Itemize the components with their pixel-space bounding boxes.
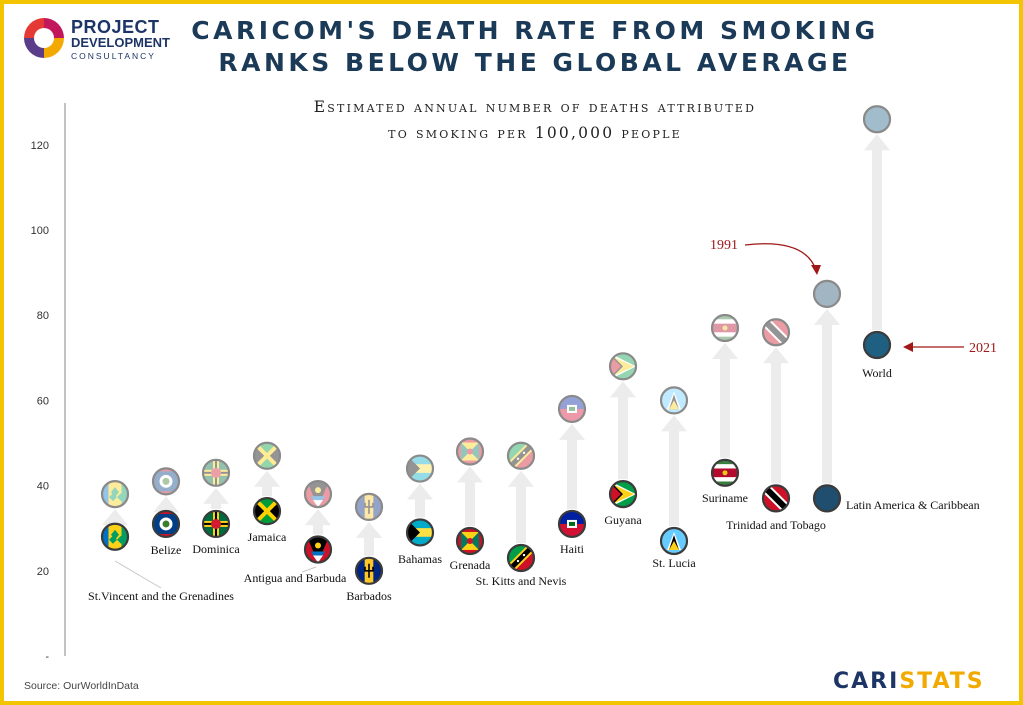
dominica-flag-2021-marker — [201, 509, 231, 539]
chart-subtitle-line2: to smoking per 100,000 people — [388, 124, 682, 142]
change-arrow — [102, 509, 128, 526]
project-development-logo: PROJECT DEVELOPMENT CONSULTANCY — [22, 16, 172, 66]
st-vincent-flag-2021-marker — [100, 522, 130, 551]
country-label: Dominica — [192, 542, 240, 556]
guyana-flag-2021-marker — [608, 480, 638, 509]
antigua-flag-2021-marker — [303, 535, 333, 564]
belize-flag-1991-marker — [151, 467, 181, 496]
bahamas-flag-1991-marker — [405, 454, 435, 483]
antigua-flag-1991-marker — [303, 480, 333, 509]
logo-ring-icon — [24, 18, 64, 58]
y-tick-label: 80 — [37, 310, 49, 322]
latam-dot-2021-marker — [812, 484, 842, 513]
country-label: Barbados — [346, 589, 392, 603]
world-dot-2021-marker — [862, 330, 892, 360]
country-label: Antigua and Barbuda — [244, 571, 347, 585]
y-tick-label: 120 — [31, 140, 49, 152]
logo-text-consultancy: CONSULTANCY — [71, 51, 156, 61]
change-arrow — [864, 134, 890, 331]
country-label: Trinidad and Tobago — [726, 518, 826, 532]
st-kitts-flag-2021-marker — [506, 543, 536, 573]
y-tick-label: 100 — [31, 225, 49, 237]
st-vincent-flag-1991-marker — [100, 480, 130, 509]
chart-title-line2: RANKS BELOW THE GLOBAL AVERAGE — [218, 48, 852, 77]
country-label: Grenada — [450, 558, 491, 572]
barbados-flag-1991-marker — [354, 492, 384, 521]
y-tick-label: 60 — [37, 395, 49, 407]
haiti-flag-1991-marker — [557, 394, 587, 424]
grenada-flag-1991-marker — [455, 437, 485, 466]
brand-part-cari: CARI — [833, 669, 900, 694]
change-arrow — [763, 347, 789, 484]
label-leader-line — [301, 566, 317, 573]
change-arrow — [814, 308, 840, 484]
jamaica-flag-1991-marker — [252, 441, 282, 470]
jamaica-flag-2021-marker — [252, 497, 282, 526]
country-label: St. Kitts and Nevis — [476, 574, 567, 588]
source-note: Source: OurWorldInData — [24, 680, 139, 692]
country-label: Suriname — [702, 491, 748, 505]
grenada-flag-2021-marker — [455, 526, 485, 556]
latam-dot-1991-marker — [812, 279, 842, 308]
trinidad-flag-2021-marker — [761, 484, 791, 513]
brand-part-stats: STATS — [899, 669, 985, 694]
change-arrow — [203, 487, 229, 509]
change-arrow — [407, 483, 433, 518]
chart-title-line1: CARICOM'S DEATH RATE FROM SMOKING — [191, 16, 879, 45]
annotation-1991-label: 1991 — [710, 238, 738, 253]
logo-text-development: DEVELOPMENT — [71, 35, 170, 50]
country-label: World — [862, 366, 892, 380]
change-arrow — [559, 423, 585, 509]
haiti-flag-2021-marker — [557, 509, 587, 539]
y-tick-label: 20 — [37, 566, 49, 578]
country-label: Guyana — [604, 513, 642, 527]
change-arrow — [305, 509, 331, 535]
label-leader-line — [114, 560, 162, 589]
y-tick-label: - — [45, 651, 49, 663]
st-lucia-flag-1991-marker — [659, 386, 689, 415]
country-label: Jamaica — [248, 530, 287, 544]
bahamas-flag-2021-marker — [405, 518, 435, 547]
change-arrow — [356, 521, 382, 556]
annotation-1991-arrowhead — [811, 265, 821, 275]
change-arrow — [457, 466, 483, 526]
logo-text-project: PROJECT — [71, 17, 160, 37]
change-arrow — [153, 496, 179, 513]
change-arrow — [610, 381, 636, 480]
annotation-2021-arrowhead — [903, 342, 913, 352]
country-label: Bahamas — [398, 552, 442, 566]
country-label: Haiti — [560, 542, 585, 556]
country-label: Latin America & Caribbean — [846, 498, 980, 512]
country-label: St. Lucia — [652, 556, 696, 570]
st-lucia-flag-2021-marker — [659, 526, 689, 556]
country-label: Belize — [151, 543, 182, 557]
world-dot-1991-marker — [862, 105, 892, 134]
guyana-flag-1991-marker — [608, 352, 638, 381]
chart-subtitle-line1: Estimated annual number of deaths attrib… — [313, 98, 757, 116]
caristats-brand: CARISTATS — [833, 669, 985, 694]
y-tick-label: 40 — [37, 481, 49, 493]
change-arrow — [508, 470, 534, 544]
country-label: St.Vincent and the Grenadines — [88, 589, 234, 603]
annotation-2021-label: 2021 — [969, 341, 997, 356]
suriname-flag-1991-marker — [710, 313, 740, 343]
change-arrow — [661, 415, 687, 526]
st-kitts-flag-1991-marker — [506, 441, 536, 470]
change-arrow — [254, 470, 280, 497]
dominica-flag-1991-marker — [201, 458, 231, 487]
belize-flag-2021-marker — [151, 509, 181, 539]
change-arrow — [712, 342, 738, 458]
annotation-1991-arrow — [744, 243, 817, 271]
barbados-flag-2021-marker — [354, 556, 384, 585]
trinidad-flag-1991-marker — [761, 318, 791, 347]
suriname-flag-2021-marker — [710, 458, 740, 487]
